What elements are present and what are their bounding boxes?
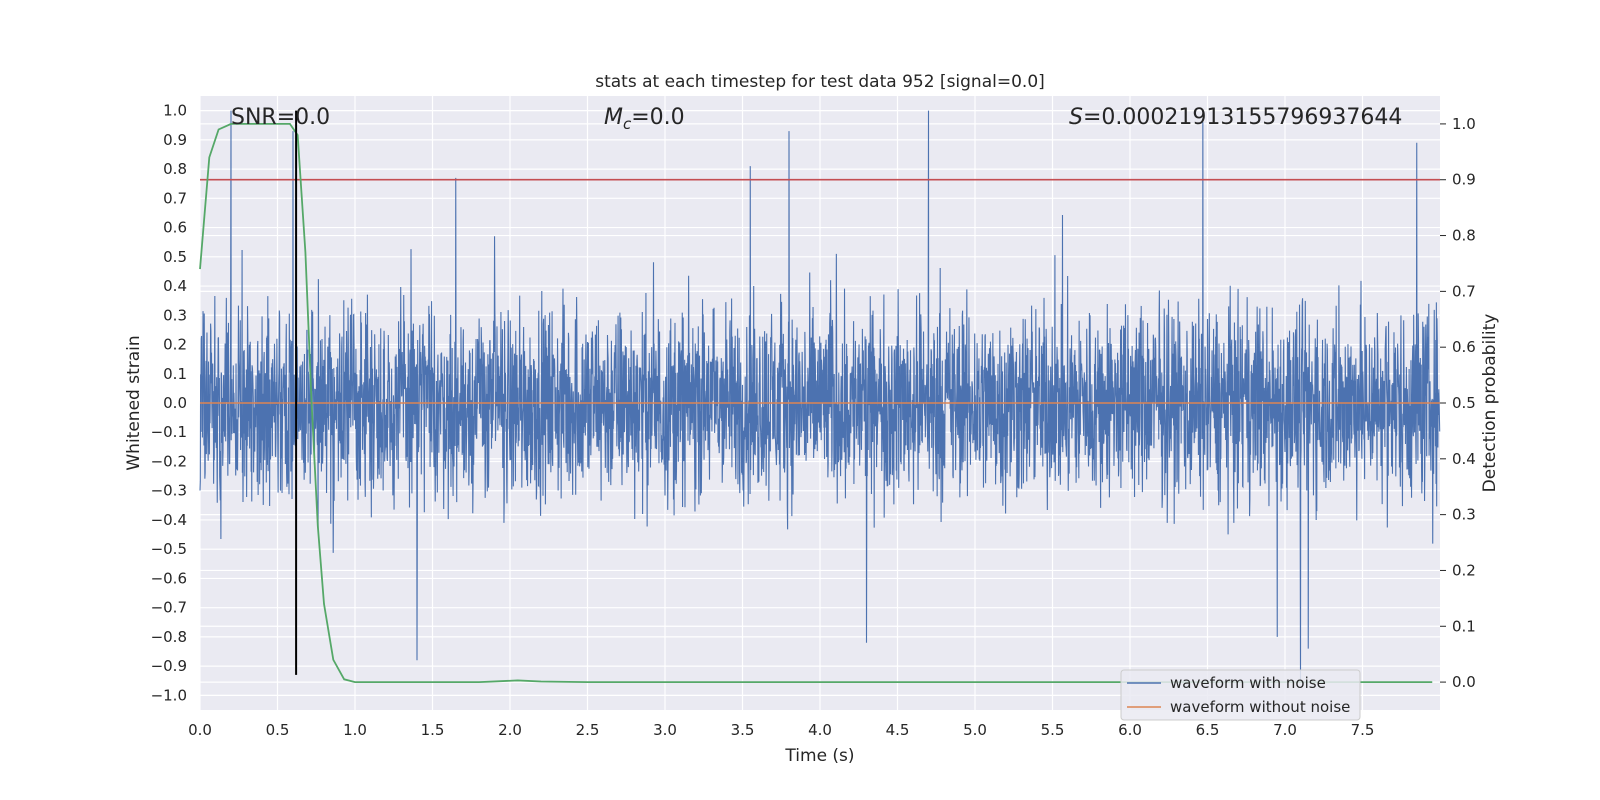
y-tick-label: 1.0 [163, 102, 187, 120]
legend-label-clean: waveform without noise [1170, 698, 1350, 716]
y-tick-label: −0.2 [151, 452, 187, 470]
series-detection-probability [199, 123, 1433, 683]
snr-annotation: SNR=0.0 [231, 105, 330, 130]
y2-tick-label: 0.2 [1452, 561, 1476, 579]
y2-tick-label: 0.9 [1452, 171, 1476, 189]
y-tick-label: 0.4 [163, 277, 187, 295]
chirp-mass-annotation: Mc=0.0 [604, 105, 685, 133]
x-tick-label: 2.5 [576, 721, 600, 739]
chirp-mass-symbol: M [604, 105, 623, 130]
y2-tick-label: 0.0 [1452, 673, 1476, 691]
x-tick-label: 6.5 [1196, 721, 1220, 739]
y-tick-label: 0.0 [163, 394, 187, 412]
y-tick-label: −0.5 [151, 540, 187, 558]
s-annotation: S=0.00021913155796937644 [1069, 105, 1402, 130]
chirp-mass-subscript: c [623, 115, 632, 133]
y-tick-label: 0.9 [163, 131, 187, 149]
y-tick-label: −0.4 [151, 511, 187, 529]
x-tick-label: 6.0 [1118, 721, 1142, 739]
y-tick-label: −0.6 [151, 569, 187, 587]
x-tick-label: 1.0 [343, 721, 367, 739]
x-tick-label: 3.0 [653, 721, 677, 739]
y-tick-label: −0.3 [151, 482, 187, 500]
y-axis-label: Whitened strain [124, 335, 144, 470]
chirp-mass-value: =0.0 [631, 105, 684, 130]
legend-label-noise: waveform with noise [1170, 674, 1326, 692]
y2-tick-label: 0.7 [1452, 282, 1476, 300]
y2-tick-label: 0.8 [1452, 227, 1476, 245]
x-tick-label: 1.5 [421, 721, 445, 739]
x-tick-label: 3.5 [731, 721, 755, 739]
s-symbol: S [1069, 105, 1083, 130]
y-tick-label: −0.8 [151, 628, 187, 646]
ticks: 0.0 0.5 1.0 1.5 2.0 2.5 3.0 3.5 4.0 4.5 5.0 5.5 6.0 6… [151, 102, 1476, 739]
legend: waveform with noise waveform without noi… [1120, 669, 1361, 721]
series-layer [199, 110, 1441, 683]
y2-tick-label: 0.1 [1452, 617, 1476, 635]
legend-box [1120, 669, 1361, 721]
x-tick-label: 5.5 [1041, 721, 1065, 739]
x-tick-label: 7.0 [1273, 721, 1297, 739]
x-axis-label: Time (s) [784, 746, 854, 766]
series-waveform-with-noise [199, 110, 1441, 681]
y2-tick-label: 1.0 [1452, 115, 1476, 133]
y-tick-label: 0.5 [163, 248, 187, 266]
x-tick-label: 4.0 [808, 721, 832, 739]
y-tick-label: 0.1 [163, 365, 187, 383]
y-tick-label: 0.7 [163, 189, 187, 207]
x-tick-label: 4.5 [886, 721, 910, 739]
x-tick-label: 7.5 [1351, 721, 1375, 739]
y2-axis-label: Detection probability [1480, 314, 1500, 493]
y-tick-label: 0.6 [163, 219, 187, 237]
chart-title: stats at each timestep for test data 952… [595, 72, 1045, 92]
s-value: =0.00021913155796937644 [1083, 105, 1402, 130]
y2-tick-label: 0.3 [1452, 506, 1476, 524]
y-tick-label: 0.2 [163, 336, 187, 354]
y2-tick-label: 0.6 [1452, 338, 1476, 356]
x-tick-label: 2.0 [498, 721, 522, 739]
x-tick-label: 0.5 [266, 721, 290, 739]
y-tick-label: −0.7 [151, 599, 187, 617]
y2-tick-label: 0.5 [1452, 394, 1476, 412]
x-tick-label: 5.0 [963, 721, 987, 739]
y-tick-label: −1.0 [151, 686, 187, 704]
x-tick-label: 0.0 [188, 721, 212, 739]
y-tick-label: −0.1 [151, 423, 187, 441]
y2-tick-label: 0.4 [1452, 450, 1476, 468]
y-tick-label: −0.9 [151, 657, 187, 675]
y-tick-label: 0.3 [163, 306, 187, 324]
y-tick-label: 0.8 [163, 160, 187, 178]
